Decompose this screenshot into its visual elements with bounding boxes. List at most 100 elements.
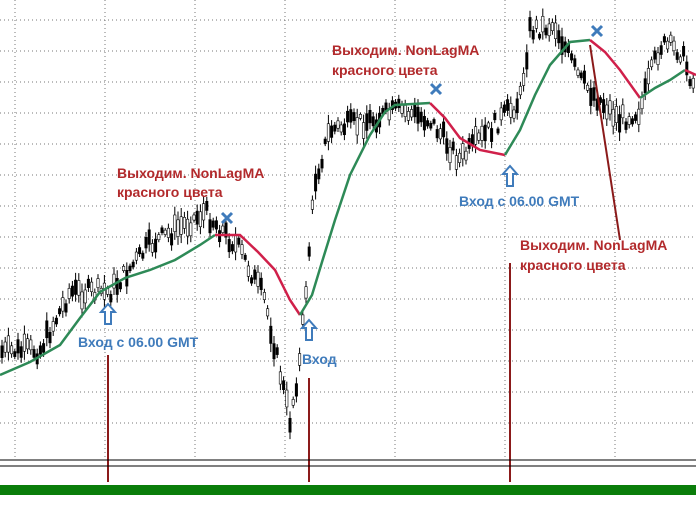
candle-body	[464, 150, 468, 161]
candle-body	[416, 106, 420, 124]
candle-body	[333, 124, 337, 132]
candle-body	[186, 218, 190, 237]
candle-body	[141, 252, 145, 259]
candle-body	[128, 265, 132, 272]
candle-body	[230, 244, 234, 252]
candle-body	[173, 214, 177, 232]
exit-label: Выходим. NonLagMA	[332, 42, 479, 58]
candle-body	[83, 289, 87, 304]
candle-body	[592, 87, 596, 101]
candle-body	[272, 343, 276, 360]
candle-body	[32, 349, 36, 358]
candle-body	[589, 87, 593, 106]
entry-label: Вход	[302, 351, 337, 367]
candle-body	[678, 56, 682, 63]
candle-body	[298, 353, 302, 366]
candle-body	[266, 308, 270, 317]
candle-body	[118, 282, 122, 290]
candle-body	[291, 399, 295, 406]
candle-body	[221, 225, 225, 233]
candle-body	[48, 331, 52, 344]
candle-body	[326, 123, 330, 142]
candle-body	[240, 244, 244, 255]
candle-body	[67, 288, 71, 299]
candle-body	[45, 320, 49, 339]
candle-body	[157, 234, 161, 241]
candle-body	[368, 109, 372, 124]
candle-body	[371, 116, 375, 127]
candle-body	[90, 281, 94, 292]
candle-body	[205, 201, 209, 211]
candle-body	[576, 69, 580, 76]
candle-body	[122, 266, 126, 271]
entry-label: Вход с 06.00 GMT	[459, 193, 580, 209]
candle-body	[365, 113, 369, 131]
candle-body	[429, 122, 433, 129]
candle-body	[560, 36, 564, 55]
candle-body	[275, 347, 279, 355]
candle-body	[493, 112, 497, 121]
candle-body	[624, 121, 628, 130]
candle-body	[160, 227, 164, 234]
candle-body	[490, 128, 494, 142]
candle-body	[13, 351, 17, 357]
candle-body	[358, 114, 362, 119]
candle-body	[403, 105, 407, 117]
candle-body	[506, 99, 510, 111]
candle-body	[573, 58, 577, 67]
candle-body	[301, 314, 305, 325]
candle-body	[637, 108, 641, 125]
candle-body	[349, 109, 353, 123]
candle-body	[246, 265, 250, 277]
candle-body	[557, 30, 561, 44]
candle-body	[234, 235, 238, 253]
candle-body	[627, 116, 631, 125]
exit-label: красного цвета	[332, 62, 438, 78]
candle-body	[115, 278, 119, 295]
entry-label: Вход с 06.00 GMT	[78, 334, 199, 350]
candle-body	[38, 345, 42, 355]
candle-body	[176, 219, 180, 237]
exit-label: красного цвета	[117, 184, 223, 200]
candle-body	[688, 79, 692, 87]
candle-body	[70, 285, 74, 297]
candle-body	[614, 106, 618, 123]
candle-body	[502, 104, 506, 113]
candle-body	[22, 333, 26, 352]
candle-body	[74, 279, 78, 295]
candle-body	[656, 52, 660, 65]
candle-body	[662, 36, 666, 43]
candle-body	[307, 246, 311, 257]
candle-body	[448, 147, 452, 163]
candle-body	[310, 199, 314, 210]
candle-body	[195, 210, 199, 225]
candle-body	[659, 45, 663, 55]
candle-body	[80, 291, 84, 310]
candle-body	[666, 40, 670, 50]
candle-body	[691, 77, 695, 89]
candle-body	[131, 261, 135, 268]
candle-body	[134, 251, 138, 261]
candle-body	[64, 303, 68, 313]
candle-body	[77, 280, 81, 296]
candle-body	[477, 132, 481, 141]
candle-body	[154, 238, 158, 253]
candle-body	[675, 52, 679, 60]
candle-body	[550, 22, 554, 31]
candle-body	[422, 116, 426, 131]
candle-body	[640, 96, 644, 110]
candle-body	[570, 53, 574, 61]
candle-body	[672, 40, 676, 52]
candle-body	[618, 114, 622, 133]
candle-body	[96, 278, 100, 288]
candle-body	[19, 346, 23, 358]
candle-body	[525, 52, 529, 70]
candle-body	[330, 125, 334, 138]
indicator-bar	[0, 485, 696, 495]
candle-body	[602, 99, 606, 113]
candle-body	[650, 59, 654, 68]
candle-body	[605, 104, 609, 120]
candle-body	[451, 141, 455, 151]
candle-body	[227, 239, 231, 253]
